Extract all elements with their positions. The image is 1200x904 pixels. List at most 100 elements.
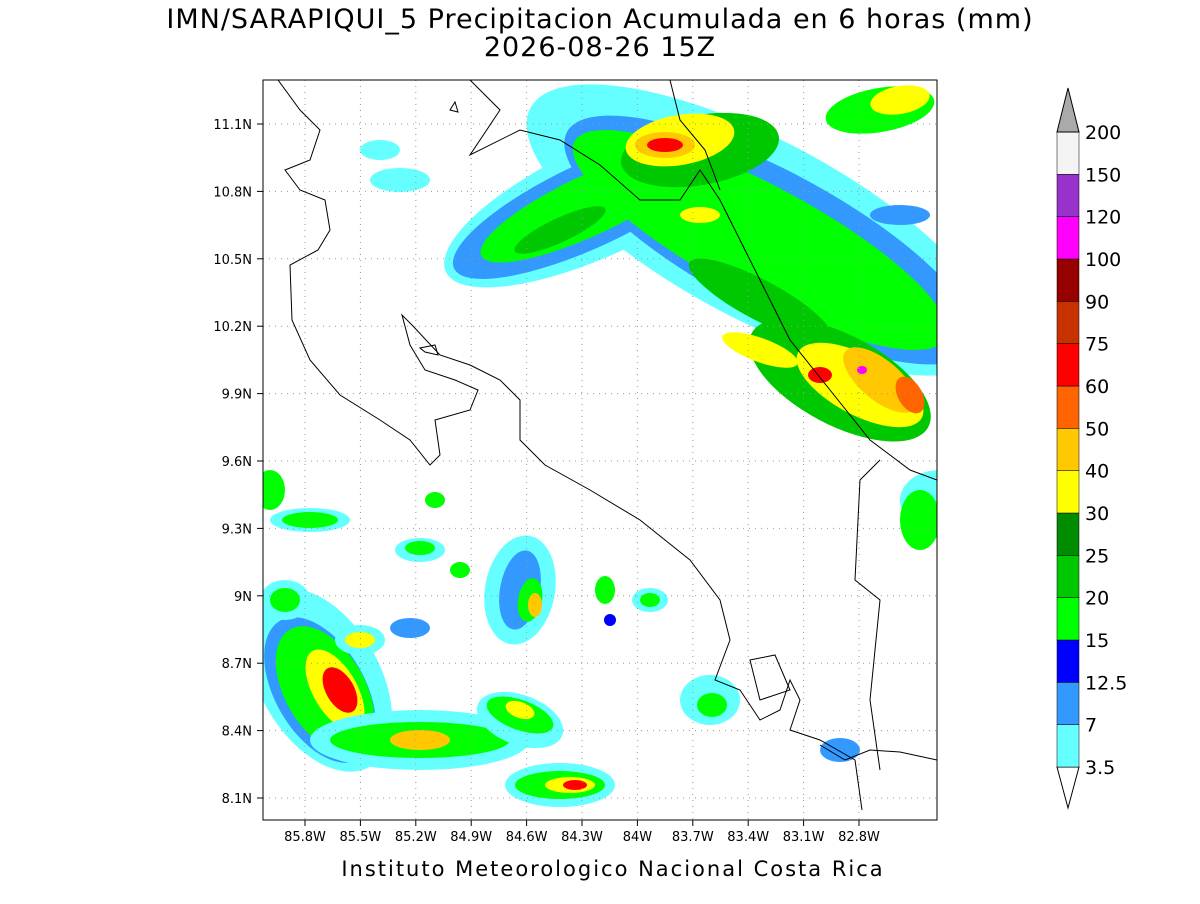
colorbar-label: 25 bbox=[1085, 545, 1109, 567]
rain-area bbox=[360, 140, 400, 160]
colorbar-bin bbox=[1056, 639, 1080, 683]
coastline bbox=[449, 100, 459, 113]
colorbar-label: 100 bbox=[1085, 249, 1121, 271]
border bbox=[669, 80, 721, 191]
coastline bbox=[468, 80, 937, 481]
colorbar-bin bbox=[1056, 174, 1080, 217]
lat-label: 9.9N bbox=[222, 388, 252, 403]
rain-area bbox=[697, 693, 727, 717]
colorbar-label: 40 bbox=[1085, 461, 1109, 483]
colorbar-bin bbox=[1056, 512, 1080, 556]
lat-label: 8.7N bbox=[222, 657, 252, 672]
rain-area bbox=[900, 490, 937, 550]
colorbar-bin bbox=[1056, 301, 1080, 344]
rain-area bbox=[722, 332, 798, 368]
colorbar-bin bbox=[1056, 131, 1080, 175]
coastlines bbox=[277, 80, 937, 811]
colorbar-bin bbox=[1056, 470, 1080, 514]
lat-label: 10.8N bbox=[213, 185, 252, 200]
rain-area bbox=[680, 207, 720, 223]
rain-area bbox=[282, 512, 338, 528]
colorbar-bin bbox=[1056, 216, 1080, 260]
rain-area bbox=[895, 376, 925, 414]
title: IMN/SARAPIQUI_5 Precipitacion Acumulada … bbox=[166, 4, 1033, 35]
coastline bbox=[277, 80, 863, 811]
rain-area bbox=[405, 541, 435, 555]
rain-area bbox=[390, 730, 450, 750]
grid: 11.1N 10.8N 10.5N 10.2N 9.9N 9.6N 9.3N 9N 8.7N 8.… bbox=[213, 80, 937, 845]
colorbar-bin bbox=[1056, 724, 1080, 768]
colorbar-label: 7 bbox=[1085, 715, 1097, 737]
rain-area bbox=[450, 562, 470, 578]
footer: Instituto Meteorologico Nacional Costa R… bbox=[341, 857, 884, 881]
colorbar-label: 12.5 bbox=[1085, 672, 1127, 694]
rain-area bbox=[514, 206, 606, 254]
lon-label: 84.3W bbox=[561, 830, 603, 845]
lon-label: 84W bbox=[623, 830, 653, 845]
lon-label: 83.7W bbox=[672, 830, 714, 845]
colorbar-label: 200 bbox=[1085, 122, 1121, 144]
lon-label: 83.1W bbox=[783, 830, 825, 845]
rain-area bbox=[390, 618, 430, 638]
colorbar-label: 15 bbox=[1085, 630, 1109, 652]
rain-area bbox=[595, 576, 615, 604]
rain-area bbox=[263, 470, 285, 510]
rain-area bbox=[425, 492, 445, 508]
lat-label: 9.6N bbox=[222, 455, 252, 470]
border bbox=[854, 459, 881, 771]
rain-area bbox=[870, 205, 930, 225]
colorbar-label: 20 bbox=[1085, 588, 1109, 610]
lat-label: 10.2N bbox=[213, 320, 252, 335]
colorbar-bin bbox=[1056, 385, 1080, 429]
rain-area bbox=[563, 780, 587, 790]
map-frame bbox=[262, 79, 938, 821]
rain-area bbox=[345, 632, 375, 648]
lon-label: 85.8W bbox=[284, 830, 326, 845]
colorbar-label: 50 bbox=[1085, 418, 1109, 440]
lat-label: 9.3N bbox=[222, 522, 252, 537]
colorbar-label: 30 bbox=[1085, 503, 1109, 525]
colorbar-bin bbox=[1056, 258, 1080, 302]
rain-area bbox=[647, 138, 683, 152]
lon-label: 85.5W bbox=[339, 830, 381, 845]
subtitle: 2026-08-26 15Z bbox=[484, 32, 716, 63]
colorbar-bin bbox=[1056, 343, 1080, 387]
colorbar-over bbox=[1056, 87, 1080, 133]
rain-area bbox=[808, 367, 832, 383]
rain-area bbox=[688, 258, 832, 342]
rain-area bbox=[322, 667, 358, 713]
lat-label: 10.5N bbox=[213, 253, 252, 268]
precipitation-field bbox=[263, 84, 937, 807]
colorbar-label: 120 bbox=[1085, 207, 1121, 229]
lon-label: 83.4W bbox=[727, 830, 769, 845]
colorbar: 3.5 7 12.5 15 20 25 30 40 50 60 75 90 100 120 150 200 bbox=[1056, 87, 1127, 810]
colorbar-label: 150 bbox=[1085, 164, 1121, 186]
lon-label: 85.2W bbox=[395, 830, 437, 845]
colorbar-bin bbox=[1056, 428, 1080, 471]
colorbar-label: 60 bbox=[1085, 376, 1109, 398]
colorbar-bin bbox=[1056, 682, 1080, 725]
colorbar-label: 75 bbox=[1085, 334, 1109, 356]
coastline bbox=[749, 654, 791, 701]
colorbar-label: 90 bbox=[1085, 291, 1109, 313]
rain-area bbox=[270, 588, 300, 612]
coastline bbox=[819, 744, 937, 761]
rain-area bbox=[528, 593, 542, 617]
rain-area bbox=[505, 700, 535, 720]
lon-label: 84.6W bbox=[506, 830, 548, 845]
rain-area bbox=[857, 366, 867, 374]
lon-label: 84.9W bbox=[450, 830, 492, 845]
lon-label: 82.8W bbox=[838, 830, 880, 845]
rain-area bbox=[870, 85, 930, 115]
colorbar-label: 3.5 bbox=[1085, 757, 1115, 779]
rain-area bbox=[640, 593, 660, 607]
lat-label: 8.1N bbox=[222, 792, 252, 807]
lat-label: 11.1N bbox=[213, 118, 252, 133]
lat-label: 9N bbox=[234, 590, 252, 605]
rain-area bbox=[604, 614, 616, 626]
lat-label: 8.4N bbox=[222, 725, 252, 740]
rain-area bbox=[820, 738, 860, 762]
rain-area bbox=[370, 168, 430, 192]
coastline bbox=[418, 344, 439, 356]
